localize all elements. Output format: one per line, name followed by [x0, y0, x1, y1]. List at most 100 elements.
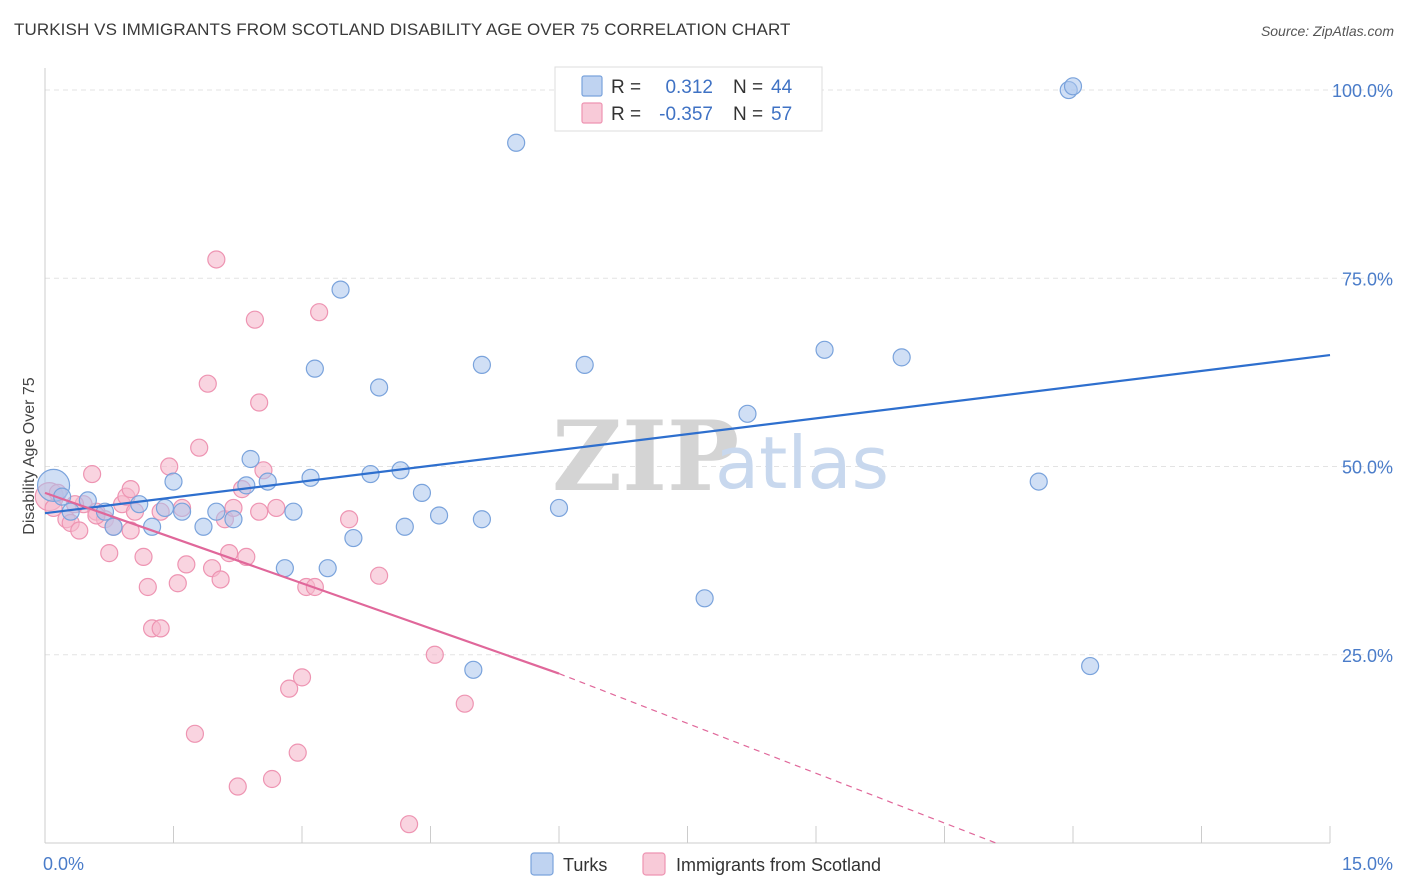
turks-point-25 — [370, 378, 389, 397]
turks-point-18 — [284, 502, 303, 521]
scotland-point-42 — [280, 679, 299, 698]
turks-point-42 — [1081, 656, 1100, 676]
scotland-point-43 — [288, 743, 307, 762]
series-turks-points — [36, 77, 1100, 679]
scotland-point-24 — [177, 555, 196, 574]
turks-point-6 — [130, 495, 149, 514]
scotland-point-37 — [245, 310, 264, 329]
scotland-trend-line — [44, 491, 560, 675]
scotland-point-25 — [185, 724, 205, 743]
legend-n-value-turks: 44 — [771, 77, 793, 98]
scotland-point-47 — [310, 303, 329, 322]
x-tick-label-min: 0.0% — [43, 854, 84, 874]
legend-r-value-scotland: -0.357 — [659, 104, 713, 125]
scotland-point-50 — [399, 815, 419, 834]
turks-point-15 — [241, 449, 260, 469]
scotland-point-56 — [250, 502, 269, 521]
turks-point-31 — [472, 355, 491, 374]
turks-point-32 — [464, 660, 483, 679]
turks-point-35 — [575, 355, 594, 374]
watermark-zip: ZIP — [552, 400, 739, 513]
turks-trend-line — [44, 354, 1331, 515]
scotland-point-41 — [267, 498, 286, 518]
scotland-point-5 — [70, 521, 89, 540]
turks-point-43 — [1063, 77, 1083, 96]
scotland-point-16 — [134, 547, 153, 566]
turks-point-12 — [207, 502, 226, 521]
y-axis-label: Disability Age Over 75 — [21, 377, 38, 535]
scotland-point-48 — [340, 510, 359, 529]
scotland-trend-extension — [558, 673, 997, 844]
legend-n-label-2: N = — [733, 104, 763, 125]
series-scotland-points — [34, 250, 474, 834]
grid-lines: 25.0% 50.0% 75.0% 100.0% — [45, 81, 1393, 666]
scotland-point-40 — [262, 769, 282, 789]
turks-point-23 — [344, 528, 363, 548]
scotland-point-32 — [220, 544, 239, 563]
scotland-point-34 — [228, 777, 247, 796]
turks-point-34 — [549, 498, 569, 518]
turks-point-21 — [318, 559, 337, 578]
turks-point-36 — [695, 589, 714, 608]
scotland-point-51 — [425, 645, 444, 664]
scotland-point-49 — [370, 566, 389, 585]
legend-n-label: N = — [733, 77, 763, 98]
scotland-point-10 — [100, 544, 119, 563]
axes: 0.0% 15.0% — [43, 68, 1393, 874]
x-tick-label-max: 15.0% — [1342, 854, 1393, 874]
turks-point-19 — [301, 468, 320, 487]
chart-title: TURKISH VS IMMIGRANTS FROM SCOTLAND DISA… — [14, 20, 791, 39]
series-legend: Turks Immigrants from Scotland — [530, 852, 881, 876]
turks-point-5 — [104, 517, 123, 536]
watermark-atlas: atlas — [715, 421, 889, 505]
legend-label-scotland: Immigrants from Scotland — [676, 855, 881, 875]
turks-point-29 — [429, 506, 449, 525]
scotland-point-19 — [151, 619, 170, 638]
turks-point-39 — [892, 348, 911, 367]
turks-point-10 — [172, 502, 192, 521]
y-tick-label-100: 100.0% — [1332, 81, 1393, 101]
scotland-point-7 — [83, 464, 102, 484]
legend-n-value-scotland: 57 — [771, 104, 792, 125]
legend-swatch-scotland-bottom — [642, 852, 666, 876]
scotland-point-22 — [168, 574, 187, 593]
turks-point-14 — [237, 476, 256, 495]
y-tick-label-75: 75.0% — [1342, 269, 1393, 289]
turks-point-28 — [412, 483, 432, 502]
turks-point-9 — [164, 472, 183, 491]
turks-point-11 — [194, 517, 213, 536]
legend-r-label-2: R = — [611, 104, 641, 125]
scotland-point-29 — [207, 250, 226, 269]
scotland-point-17 — [138, 577, 157, 597]
turks-point-8 — [155, 498, 175, 518]
trend-lines — [44, 354, 1331, 844]
legend-swatch-turks — [581, 75, 603, 97]
legend-r-value-turks: 0.312 — [665, 77, 713, 98]
turks-point-40 — [1029, 472, 1048, 491]
source-label: Source: ZipAtlas.com — [1260, 23, 1394, 39]
scotland-point-30 — [211, 570, 230, 589]
turks-point-30 — [472, 510, 491, 529]
watermark: ZIP atlas — [552, 400, 889, 513]
turks-point-27 — [395, 517, 414, 536]
turks-point-38 — [815, 340, 834, 359]
legend-swatch-scotland — [581, 102, 603, 124]
legend-label-turks: Turks — [563, 855, 607, 875]
y-tick-label-50: 50.0% — [1342, 458, 1393, 478]
turks-point-33 — [507, 133, 526, 152]
turks-point-13 — [224, 510, 243, 529]
scotland-point-21 — [160, 457, 179, 476]
scotland-point-14 — [121, 480, 140, 499]
scotland-point-44 — [292, 668, 312, 687]
legend-r-label: R = — [611, 77, 641, 98]
scotland-point-38 — [250, 393, 269, 412]
legend-swatch-turks-bottom — [530, 852, 554, 876]
correlation-legend: R = 0.312 N = 44 R = -0.357 N = 57 — [554, 66, 823, 132]
scotland-point-52 — [455, 694, 474, 713]
scotland-point-27 — [198, 374, 217, 393]
turks-point-37 — [738, 404, 757, 423]
scotland-point-26 — [190, 438, 209, 457]
turks-point-22 — [331, 280, 350, 299]
y-tick-label-25: 25.0% — [1342, 646, 1393, 666]
